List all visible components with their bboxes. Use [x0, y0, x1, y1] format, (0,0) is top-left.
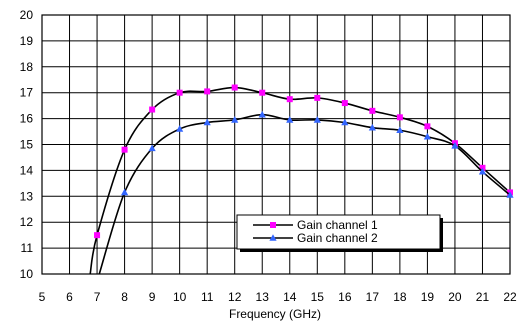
- y-tick-label: 14: [20, 163, 34, 177]
- data-point: [149, 106, 156, 113]
- data-point: [341, 100, 348, 107]
- x-tick-label: 7: [94, 290, 101, 304]
- data-point: [424, 123, 431, 130]
- series-2-line: [98, 113, 511, 275]
- x-tick-label: 16: [338, 290, 352, 304]
- data-point: [286, 116, 294, 123]
- y-tick-label: 11: [21, 241, 34, 255]
- x-tick-label: 22: [503, 290, 517, 304]
- data-point: [368, 123, 376, 131]
- data-point: [148, 144, 156, 152]
- data-point: [314, 94, 321, 101]
- x-tick-label: 18: [393, 290, 407, 304]
- y-tick-label: 20: [20, 8, 34, 22]
- legend-item: Gain channel 2: [253, 231, 378, 245]
- data-point: [396, 114, 403, 121]
- x-tick-label: 14: [283, 290, 297, 304]
- data-point: [231, 116, 239, 123]
- x-tick-label: 17: [366, 290, 380, 304]
- x-tick-label: 5: [39, 290, 46, 304]
- x-tick-label: 13: [256, 290, 270, 304]
- y-tick-label: 10: [20, 267, 34, 281]
- x-tick-label: 19: [421, 290, 435, 304]
- data-point: [313, 116, 321, 123]
- data-point: [479, 164, 486, 171]
- data-point: [286, 96, 293, 103]
- x-tick-label: 8: [121, 290, 128, 304]
- data-point: [478, 167, 487, 175]
- legend-box: [236, 214, 441, 250]
- y-tick-label: 18: [20, 60, 34, 74]
- data-point: [120, 188, 129, 196]
- y-tick-label: 15: [20, 138, 34, 152]
- data-point: [259, 89, 266, 96]
- legend-marker: [270, 222, 276, 228]
- series-2: [98, 110, 514, 275]
- data-point: [94, 232, 101, 239]
- x-tick-label: 9: [149, 290, 156, 304]
- data-point: [451, 141, 459, 149]
- y-tick-label: 17: [20, 86, 34, 100]
- x-tick-label: 6: [66, 290, 73, 304]
- legend-label: Gain channel 2: [297, 231, 378, 245]
- data-point: [396, 126, 404, 134]
- data-point: [176, 125, 184, 132]
- data-point: [506, 191, 514, 198]
- data-point: [341, 118, 349, 126]
- series-layer: [89, 84, 514, 275]
- x-tick-label: 11: [201, 290, 214, 304]
- data-point: [423, 132, 432, 140]
- y-tick-label: 13: [20, 189, 34, 203]
- data-point: [176, 89, 183, 96]
- x-axis-label: Frequency (GHz): [229, 307, 321, 321]
- data-point: [203, 118, 211, 126]
- y-tick-label: 12: [20, 215, 34, 229]
- legend-item: Gain channel 1: [253, 218, 378, 232]
- legend-label: Gain channel 1: [297, 218, 378, 232]
- data-point: [231, 84, 238, 91]
- data-point: [121, 146, 128, 153]
- x-tick-label: 20: [448, 290, 462, 304]
- plot-frame: [41, 14, 511, 275]
- y-tick-label: 19: [20, 34, 34, 48]
- x-tick-label: 12: [228, 290, 242, 304]
- tick-labels: 10 11 12 13 14 15 16 17 18 19 20 5 6 7 8 9 10 11 12 13 14 15 1…: [20, 8, 517, 304]
- x-tick-label: 15: [311, 290, 325, 304]
- y-tick-label: 16: [20, 112, 34, 126]
- data-point: [369, 107, 376, 114]
- data-point: [258, 110, 266, 118]
- legend-marker: [269, 234, 277, 241]
- x-tick-label: 21: [476, 290, 490, 304]
- data-point: [204, 88, 211, 95]
- x-tick-label: 10: [173, 290, 187, 304]
